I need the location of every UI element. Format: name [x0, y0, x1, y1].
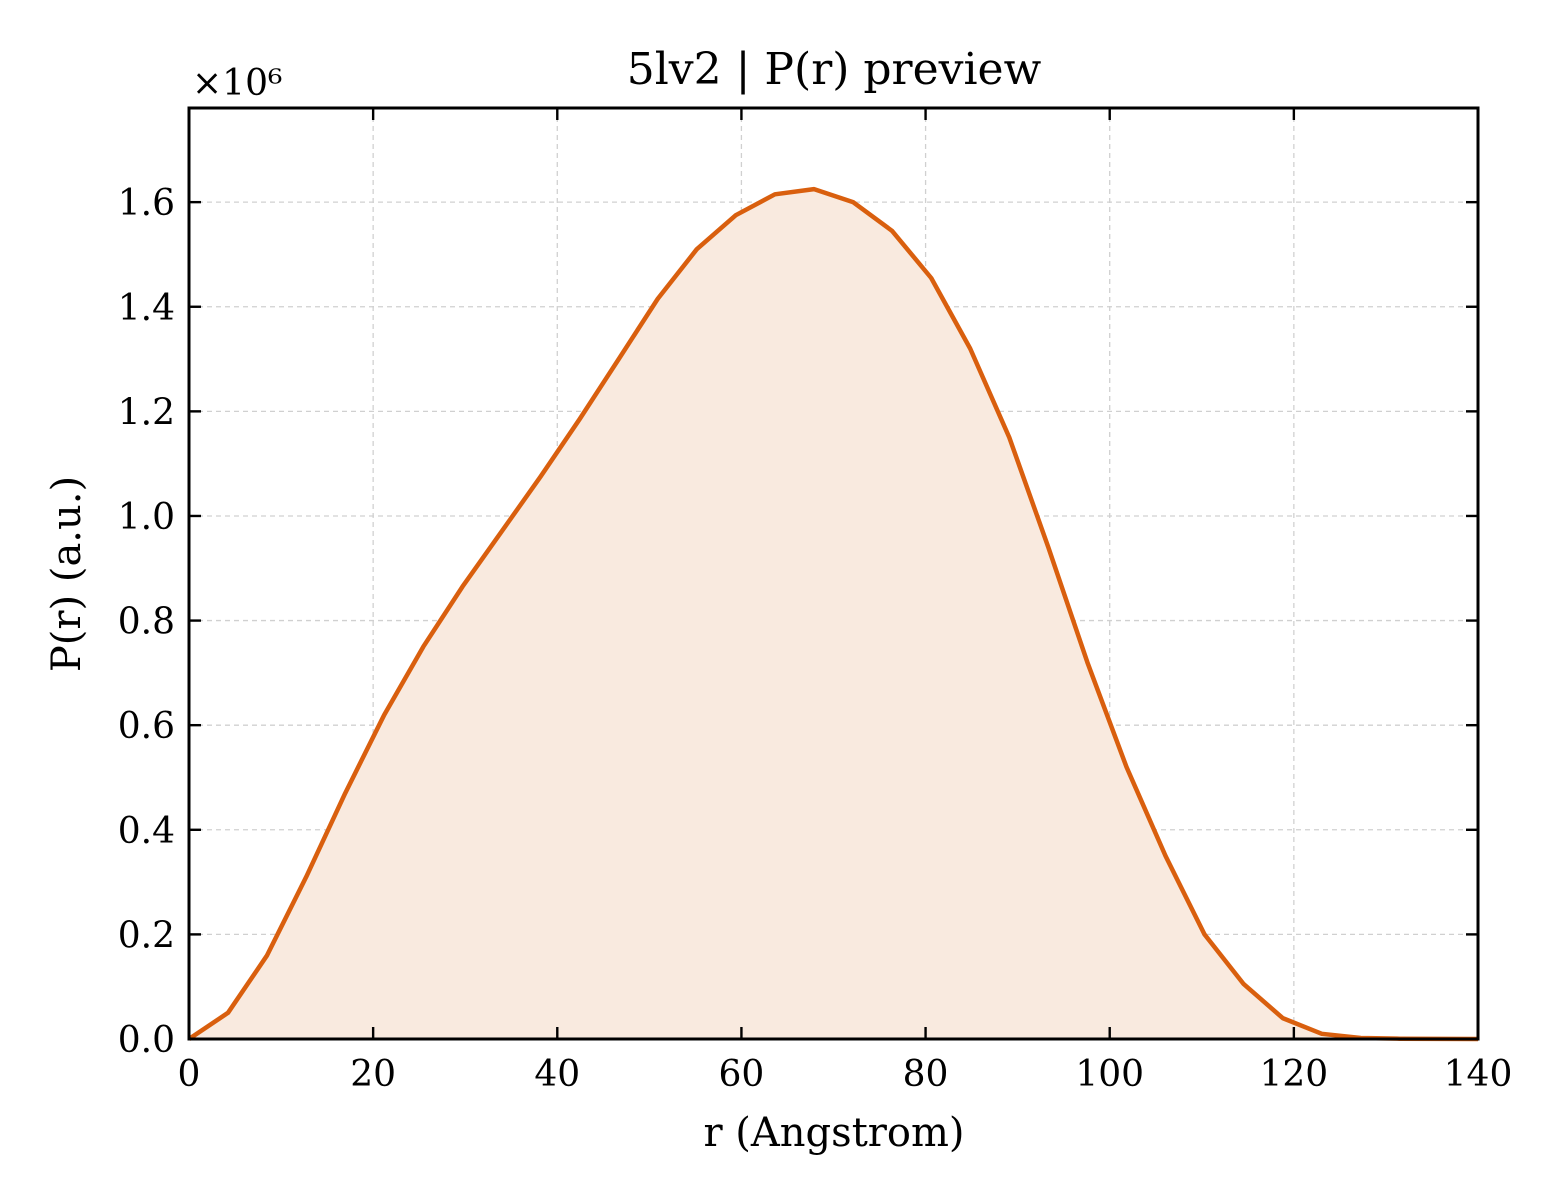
chart-title: 5lv2 | P(r) preview: [627, 44, 1042, 95]
x-tick-label: 120: [1259, 1054, 1328, 1095]
x-tick-label: 140: [1444, 1054, 1513, 1095]
y-tick-label: 1.2: [118, 392, 175, 433]
y-axis-label: P(r) (a.u.): [44, 476, 90, 672]
y-tick-label: 1.6: [118, 183, 175, 224]
y-tick-label: 1.0: [118, 497, 175, 538]
pr-area-fill: [189, 189, 1478, 1040]
x-axis-label: r (Angstrom): [703, 1110, 964, 1156]
x-tick-label: 100: [1075, 1054, 1144, 1095]
x-tick-label: 0: [178, 1054, 201, 1095]
y-tick-label: 0.8: [118, 602, 175, 643]
y-tick-label: 0.6: [118, 706, 175, 747]
y-tick-label: 0.0: [118, 1020, 175, 1061]
axis-ticks: 0 20 40 60 80 100 120 140 0.0 0.2 0.4 0.6 0.8 1.0 1.2 1…: [118, 108, 1513, 1095]
y-tick-label: 1.4: [118, 288, 175, 329]
x-tick-label: 80: [903, 1054, 949, 1095]
plot-frame: [187, 106, 1480, 1041]
y-tick-label: 0.4: [118, 811, 175, 852]
x-tick-label: 20: [350, 1054, 396, 1095]
x-tick-label: 40: [534, 1054, 580, 1095]
y-axis-multiplier: ×10⁶: [192, 63, 282, 104]
pr-series-line: [187, 186, 1479, 1042]
x-tick-label: 60: [719, 1054, 765, 1095]
y-tick-label: 0.2: [118, 915, 175, 956]
